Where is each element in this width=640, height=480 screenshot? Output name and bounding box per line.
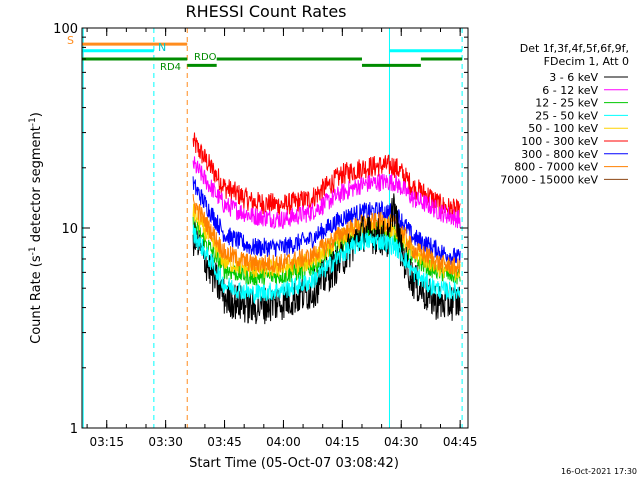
timestamp: 16-Oct-2021 17:30 bbox=[561, 467, 637, 476]
legend-label-4: 50 - 100 keV bbox=[528, 122, 598, 135]
x-tick-label-1: 03:30 bbox=[148, 435, 183, 449]
status-bars bbox=[82, 42, 463, 67]
x-axis-label: Start Time (05-Oct-07 03:08:42) bbox=[189, 456, 399, 471]
x-tick-label-2: 03:45 bbox=[207, 435, 242, 449]
y-axis-label: Count Rate (s-1 detector segment-1) bbox=[28, 112, 44, 344]
legend-label-8: 7000 - 15000 keV bbox=[500, 173, 598, 186]
y-tick-label-2: 100 bbox=[53, 22, 78, 37]
legend-label-2: 12 - 25 keV bbox=[535, 97, 598, 110]
axis-ticks: 03:15 03:30 03:45 04:00 04:15 04:30 04:45 1 10 10… bbox=[53, 22, 477, 449]
annotation-rdo: RDO bbox=[194, 52, 217, 63]
series-line-300-800-kev bbox=[192, 176, 461, 265]
y-tick-label-0: 1 bbox=[70, 422, 78, 437]
x-tick-label-5: 04:30 bbox=[384, 435, 419, 449]
annotation-n: N bbox=[158, 41, 166, 54]
legend-label-5: 100 - 300 keV bbox=[521, 135, 598, 148]
annotation-rd4: RD4 bbox=[160, 62, 181, 73]
series-line-6-12-kev bbox=[192, 156, 461, 229]
x-tick-label-6: 04:45 bbox=[443, 435, 478, 449]
legend-label-3: 25 - 50 keV bbox=[535, 109, 598, 122]
series-group bbox=[192, 132, 461, 325]
legend: Det 1f,3f,4f,5f,6f,9f,FDecim 1, Att 0 3 -… bbox=[500, 42, 629, 186]
x-tick-label-0: 03:15 bbox=[89, 435, 124, 449]
series-line-25-50-kev bbox=[192, 224, 461, 305]
series-line-3-6-kev bbox=[192, 193, 461, 325]
series-line-100-300-kev bbox=[192, 132, 461, 223]
annotation-s: S bbox=[67, 34, 74, 47]
legend-label-7: 800 - 7000 keV bbox=[514, 161, 598, 174]
x-tick-label-4: 04:15 bbox=[325, 435, 360, 449]
legend-label-1: 6 - 12 keV bbox=[542, 84, 598, 97]
legend-label-0: 3 - 6 keV bbox=[549, 71, 598, 84]
x-tick-label-3: 04:00 bbox=[266, 435, 301, 449]
legend-header-0: Det 1f,3f,4f,5f,6f,9f, bbox=[520, 42, 629, 55]
legend-label-6: 300 - 800 keV bbox=[521, 148, 598, 161]
chart-title: RHESSI Count Rates bbox=[186, 2, 347, 21]
legend-header-1: FDecim 1, Att 0 bbox=[544, 55, 629, 68]
y-tick-label-1: 10 bbox=[61, 222, 78, 237]
series-line-800-7000-kev bbox=[192, 194, 461, 277]
